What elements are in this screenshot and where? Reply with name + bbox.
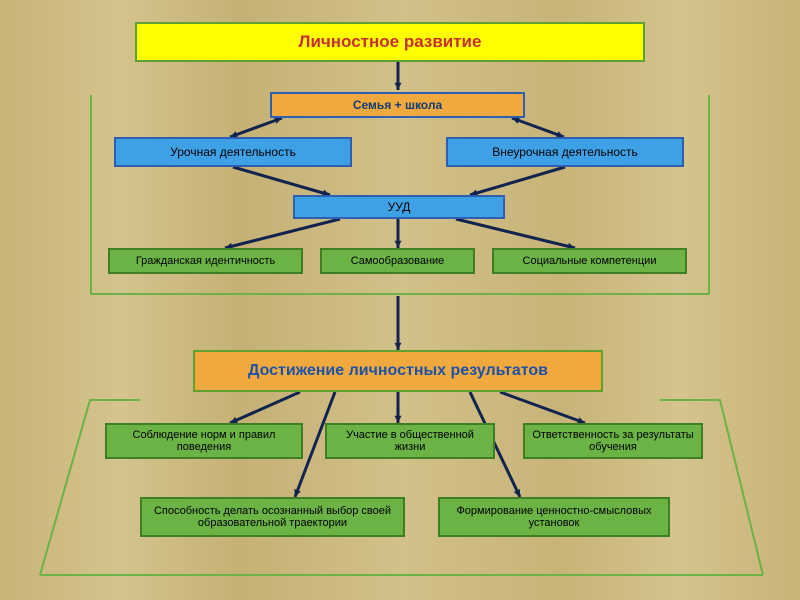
extracurricular-box: Внеурочная деятельность	[446, 137, 684, 167]
values-box: Формирование ценностно-смысловых установ…	[438, 497, 670, 537]
family-school-box: Семья + школа	[270, 92, 525, 118]
curricular-box: Урочная деятельность	[114, 137, 352, 167]
norms-box: Соблюдение норм и правил поведения	[105, 423, 303, 459]
choice-box: Способность делать осознанный выбор свое…	[140, 497, 405, 537]
social-comp-box: Социальные компетенции	[492, 248, 687, 274]
participation-box: Участие в общественной жизни	[325, 423, 495, 459]
uud-box: УУД	[293, 195, 505, 219]
civic-box: Гражданская идентичность	[108, 248, 303, 274]
self-ed-box: Самообразование	[320, 248, 475, 274]
responsibility-box: Ответственность за результаты обучения	[523, 423, 703, 459]
achievement-box: Достижение личностных результатов	[193, 350, 603, 392]
title-box: Личностное развитие	[135, 22, 645, 62]
